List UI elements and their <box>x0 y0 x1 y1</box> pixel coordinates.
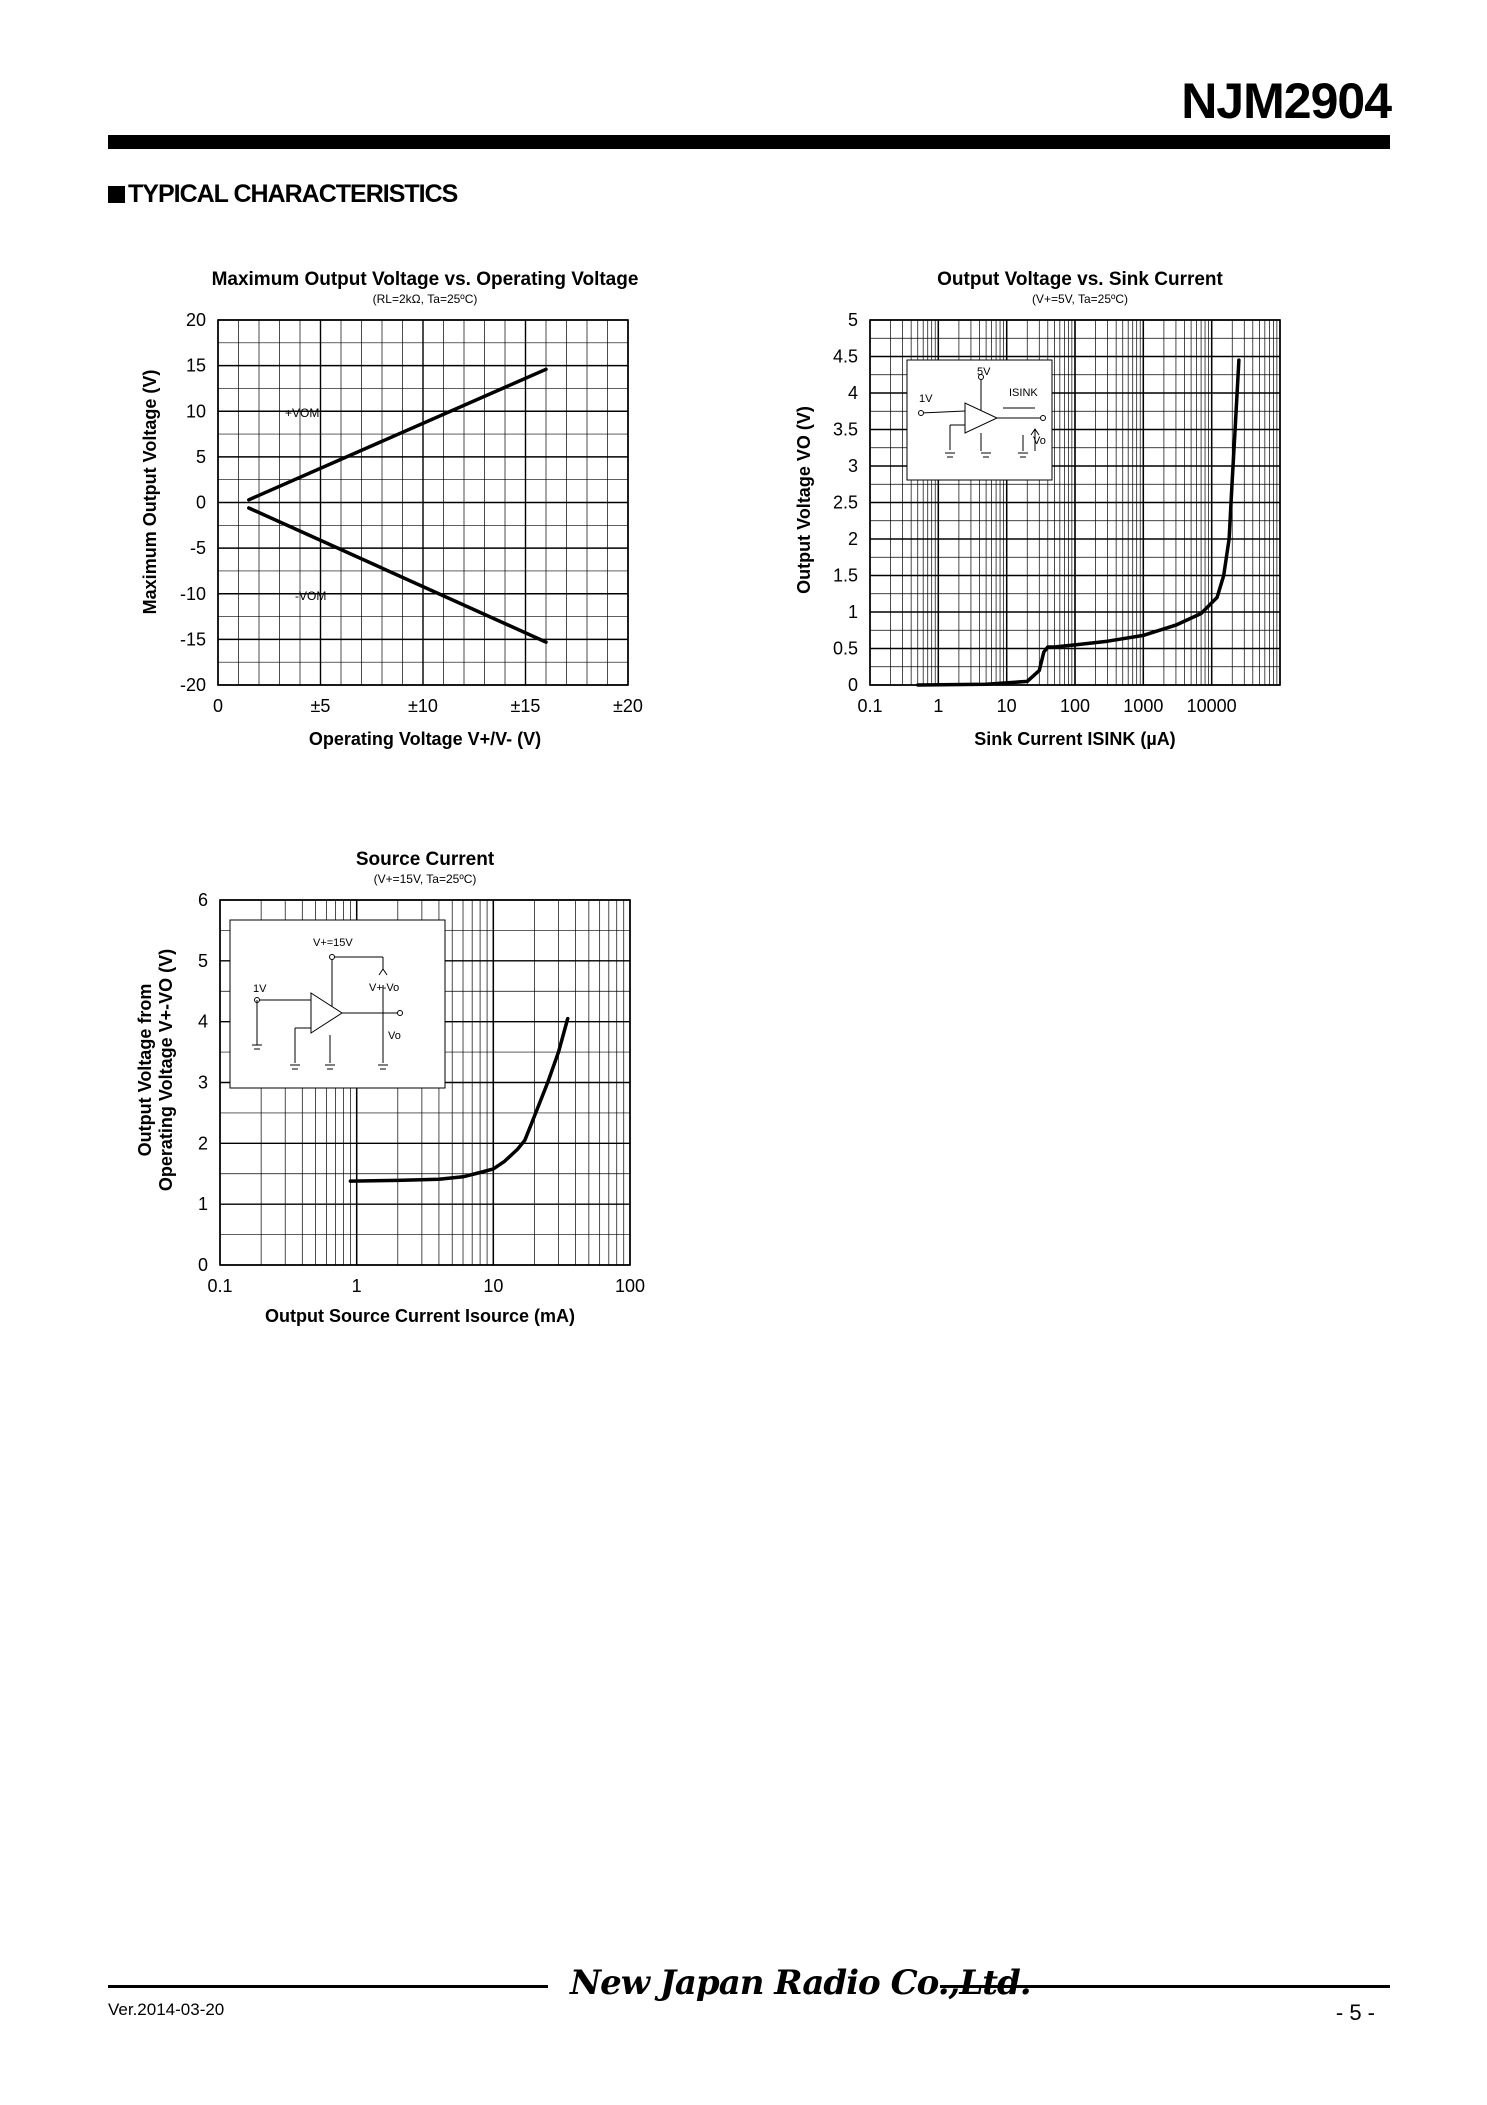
chart2-inset-label-1v: 1V <box>919 393 933 405</box>
chart3-y-tick-label: 2 <box>198 1133 208 1153</box>
chart2-x-tick-label: 1000 <box>1123 696 1163 716</box>
chart2-inset-circuit: 5V 1V ISINK Vo <box>906 359 1053 481</box>
chart1-y-tick-label: 0 <box>196 493 206 513</box>
chart1-title: Maximum Output Voltage vs. Operating Vol… <box>212 269 639 290</box>
chart2-inset-label-isink: ISINK <box>1009 387 1038 399</box>
section-title-text: TYPICAL CHARACTERISTICS <box>128 180 458 208</box>
version-text: Ver.2014-03-20 <box>108 2000 225 2019</box>
chart2-y-tick-label: 3.5 <box>833 420 858 440</box>
chart2-x-tick-label: 10 <box>997 696 1017 716</box>
chart3-x-tick-label: 100 <box>615 1276 645 1296</box>
chart2-y-tick-label: 4 <box>848 383 858 403</box>
chart3-x-tick-label: 0.1 <box>207 1276 232 1296</box>
chart2-inset-label-vo: Vo <box>1033 435 1046 447</box>
chart-max-output-voltage: Maximum Output Voltage vs. Operating Vol… <box>140 269 643 749</box>
part-number: NJM2904 <box>1181 73 1392 129</box>
chart1-y-tick-label: -20 <box>180 675 206 695</box>
chart3-y-tick-label: 4 <box>198 1012 208 1032</box>
chart1-y-tick-label: -10 <box>180 584 206 604</box>
chart2-title: Output Voltage vs. Sink Current <box>937 269 1223 290</box>
section-bullet-icon <box>108 186 125 203</box>
chart1-x-tick-label: ±5 <box>311 696 331 716</box>
chart3-y-tick-label: 6 <box>198 890 208 910</box>
chart1-y-tick-label: 20 <box>186 310 206 330</box>
chart-sink-current: Output Voltage vs. Sink Current (V+=5V, … <box>794 269 1281 749</box>
chart2-y-tick-label: 0.5 <box>833 639 858 659</box>
chart2-y-tick-label: 1.5 <box>833 566 858 586</box>
chart1-y-tick-label: -15 <box>180 629 206 649</box>
chart3-y-tick-label: 3 <box>198 1073 208 1093</box>
chart-source-current: Source Current (V+=15V, Ta=25ºC) 0.1 1 10 1… <box>135 849 645 1326</box>
chart1-y-tick-label: 10 <box>186 401 206 421</box>
chart3-ylabel-line1: Output Voltage from <box>135 984 155 1157</box>
footer-rule-left <box>108 1985 548 1988</box>
section-title: TYPICAL CHARACTERISTICS <box>108 180 458 209</box>
chart2-y-tick-label: 2 <box>848 529 858 549</box>
chart2-y-tick-label: 3 <box>848 456 858 476</box>
chart3-inset-label-vminusvo: V+-Vo <box>369 982 399 994</box>
chart2-xlabel: Sink Current ISINK (µA) <box>974 729 1175 749</box>
chart3-subtitle: (V+=15V, Ta=25ºC) <box>374 872 477 886</box>
chart2-x-tick-label: 10000 <box>1187 696 1237 716</box>
chart1-x-tick-label: ±15 <box>511 696 541 716</box>
chart2-ylabel: Output Voltage VO (V) <box>794 406 814 594</box>
chart3-ylabel-line2: Operating Voltage V+-VO (V) <box>156 949 176 1191</box>
chart3-y-tick-label: 1 <box>198 1194 208 1214</box>
chart1-series-0 <box>247 367 548 502</box>
chart3-inset-circuit: V+=15V 1V V+-Vo Vo <box>229 919 446 1089</box>
page-number: - 5 - <box>1335 2000 1375 2025</box>
chart2-subtitle: (V+=5V, Ta=25ºC) <box>1032 292 1128 306</box>
chart1-x-tick-label: ±10 <box>408 696 438 716</box>
chart2-x-tick-label: 1 <box>933 696 943 716</box>
chart1-annotation-neg: -VOM <box>295 589 326 603</box>
chart1-y-tick-label: 5 <box>196 447 206 467</box>
chart1-y-tick-label: 15 <box>186 356 206 376</box>
chart1-x-tick-label: 0 <box>213 696 223 716</box>
chart3-title: Source Current <box>356 849 495 870</box>
chart3-xlabel: Output Source Current Isource (mA) <box>265 1306 575 1326</box>
chart3-y-tick-label: 5 <box>198 951 208 971</box>
chart2-series-0 <box>916 358 1241 687</box>
chart1-annotation-pos: +VOM <box>285 406 319 420</box>
chart2-y-tick-label: 0 <box>848 675 858 695</box>
chart1-ylabel: Maximum Output Voltage (V) <box>140 370 160 615</box>
chart2-x-tick-label: 100 <box>1060 696 1090 716</box>
header-rule <box>108 135 1390 149</box>
chart1-series-1 <box>247 506 548 644</box>
chart3-x-tick-label: 1 <box>352 1276 362 1296</box>
footer-rule-right <box>940 1985 1390 1988</box>
chart2-y-tick-label: 4.5 <box>833 347 858 367</box>
chart1-y-tick-label: -5 <box>190 538 206 558</box>
chart2-x-tick-label: 0.1 <box>857 696 882 716</box>
chart3-inset-label-vplus: V+=15V <box>313 937 353 949</box>
company-logo: New Japan Radio Co.,Ltd. <box>570 1963 1032 2003</box>
chart3-inset-label-vo: Vo <box>388 1030 401 1042</box>
chart3-x-tick-label: 10 <box>483 1276 503 1296</box>
chart1-xlabel: Operating Voltage V+/V- (V) <box>309 729 541 749</box>
chart1-subtitle: (RL=2kΩ, Ta=25ºC) <box>373 292 478 306</box>
chart3-y-tick-label: 0 <box>198 1255 208 1275</box>
chart1-x-tick-label: ±20 <box>613 696 643 716</box>
chart2-y-tick-label: 2.5 <box>833 493 858 513</box>
chart3-series-0 <box>348 1016 570 1183</box>
chart2-y-tick-label: 5 <box>848 310 858 330</box>
chart3-inset-label-1v: 1V <box>253 983 267 995</box>
chart2-y-tick-label: 1 <box>848 602 858 622</box>
